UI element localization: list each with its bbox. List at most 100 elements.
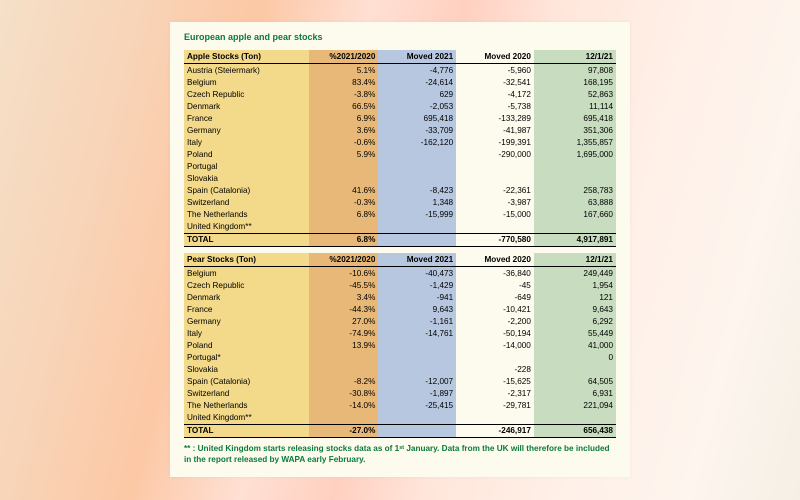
col-header-name: Apple Stocks (Ton) [184,50,309,64]
cell-pct: 66.5% [309,100,378,112]
table-row: Belgium83.4%-24,614-32,541168,195 [184,76,616,88]
table-row: Italy-0.6%-162,120-199,3911,355,857 [184,136,616,148]
cell-pct: 3.4% [309,291,378,303]
cell-date: 167,660 [534,209,616,221]
table-total-row: TOTAL6.8%-770,5804,917,891 [184,233,616,246]
cell-pct: -74.9% [309,327,378,339]
cell-country: Denmark [184,100,309,112]
table-row: United Kingdom** [184,412,616,425]
report-sheet: European apple and pear stocks Apple Sto… [170,22,630,477]
cell-country: Germany [184,124,309,136]
table-row: The Netherlands6.8%-15,999-15,000167,660 [184,209,616,221]
table-row: France6.9%695,418-133,289695,418 [184,112,616,124]
cell-date: 121 [534,291,616,303]
table-row: Denmark3.4%-941-649121 [184,291,616,303]
cell-country: United Kingdom** [184,412,309,425]
cell-moved-2020: -199,391 [456,136,534,148]
total-cell: TOTAL [184,233,309,246]
cell-moved-2021 [378,149,456,161]
cell-pct: -8.2% [309,376,378,388]
total-cell: TOTAL [184,424,309,437]
cell-country: Czech Republic [184,279,309,291]
cell-moved-2020: -15,000 [456,209,534,221]
table-row: Czech Republic-45.5%-1,429-451,954 [184,279,616,291]
cell-country: Spain (Catalonia) [184,185,309,197]
cell-moved-2021 [378,412,456,425]
table-row: Poland13.9%-14,00041,000 [184,339,616,351]
cell-pct: 5.1% [309,64,378,77]
cell-pct [309,412,378,425]
cell-pct: 6.8% [309,209,378,221]
table-row: Portugal [184,161,616,173]
cell-moved-2020 [456,161,534,173]
cell-moved-2020: -36,840 [456,267,534,280]
cell-country: Czech Republic [184,88,309,100]
table-row: Slovakia-228 [184,364,616,376]
table-row: Italy-74.9%-14,761-50,19455,449 [184,327,616,339]
table-row: Slovakia [184,173,616,185]
cell-moved-2021: 695,418 [378,112,456,124]
cell-pct: -10.6% [309,267,378,280]
col-header: 12/1/21 [534,253,616,267]
table-row: Switzerland-30.8%-1,897-2,3176,931 [184,388,616,400]
cell-country: Spain (Catalonia) [184,376,309,388]
cell-moved-2020: -649 [456,291,534,303]
cell-moved-2021: -15,999 [378,209,456,221]
cell-moved-2020 [456,221,534,234]
tables-container: Apple Stocks (Ton)%2021/2020Moved 2021Mo… [184,50,616,438]
col-header: Moved 2020 [456,253,534,267]
cell-country: France [184,303,309,315]
cell-moved-2020: -15,625 [456,376,534,388]
col-header: Moved 2020 [456,50,534,64]
cell-moved-2021: -2,053 [378,100,456,112]
cell-country: Belgium [184,76,309,88]
cell-pct: 41.6% [309,185,378,197]
cell-country: Denmark [184,291,309,303]
total-cell: -770,580 [456,233,534,246]
cell-moved-2020: -45 [456,279,534,291]
cell-moved-2021 [378,221,456,234]
cell-moved-2020: -41,987 [456,124,534,136]
cell-date: 6,292 [534,315,616,327]
cell-moved-2021: -8,423 [378,185,456,197]
cell-country: Slovakia [184,173,309,185]
cell-pct: 3.6% [309,124,378,136]
cell-date: 9,643 [534,303,616,315]
table-row: Czech Republic-3.8%629-4,17252,863 [184,88,616,100]
cell-moved-2021: -4,776 [378,64,456,77]
cell-moved-2020: -2,200 [456,315,534,327]
cell-moved-2020: -3,987 [456,197,534,209]
cell-country: The Netherlands [184,400,309,412]
stocks-table: Apple Stocks (Ton)%2021/2020Moved 2021Mo… [184,50,616,247]
cell-country: Portugal* [184,352,309,364]
cell-moved-2020: -10,421 [456,303,534,315]
cell-pct: -0.6% [309,136,378,148]
cell-pct: 27.0% [309,315,378,327]
cell-pct: 13.9% [309,339,378,351]
cell-moved-2021: 9,643 [378,303,456,315]
cell-date: 1,954 [534,279,616,291]
cell-country: Germany [184,315,309,327]
cell-moved-2021: -24,614 [378,76,456,88]
cell-moved-2021: -12,007 [378,376,456,388]
cell-date: 97,808 [534,64,616,77]
cell-moved-2021: -1,161 [378,315,456,327]
total-cell: -246,917 [456,424,534,437]
cell-moved-2021: -40,473 [378,267,456,280]
cell-country: Poland [184,149,309,161]
cell-moved-2020: -22,361 [456,185,534,197]
cell-country: Switzerland [184,388,309,400]
cell-moved-2021 [378,173,456,185]
cell-date: 6,931 [534,388,616,400]
cell-moved-2021: -33,709 [378,124,456,136]
table-total-row: TOTAL-27.0%-246,917656,438 [184,424,616,437]
cell-date: 221,094 [534,400,616,412]
cell-date: 249,449 [534,267,616,280]
cell-moved-2021: -1,897 [378,388,456,400]
table-row: The Netherlands-14.0%-25,415-29,781221,0… [184,400,616,412]
cell-moved-2020: -133,289 [456,112,534,124]
cell-moved-2020 [456,412,534,425]
cell-pct: -30.8% [309,388,378,400]
cell-country: Poland [184,339,309,351]
col-header: Moved 2021 [378,50,456,64]
